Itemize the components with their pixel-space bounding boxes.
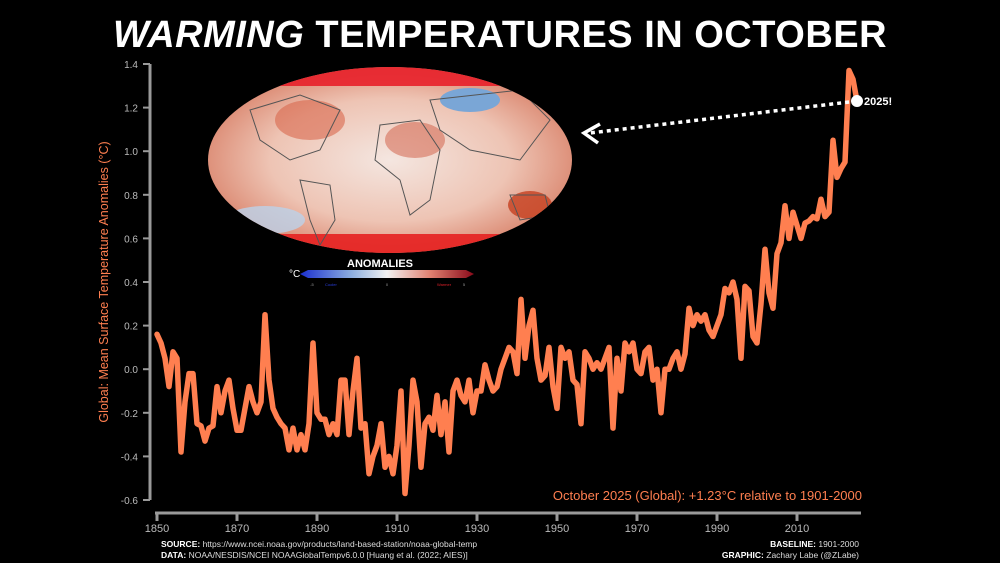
y-tick-label: 0.8 <box>124 191 138 202</box>
x-tick-label: 1990 <box>705 523 729 535</box>
chart-title: WARMING TEMPERATURES IN OCTOBER <box>0 14 1000 57</box>
x-tick-label: 1970 <box>625 523 649 535</box>
source-url[interactable]: https://www.ncei.noaa.gov/products/land-… <box>202 539 478 549</box>
colorbar <box>300 270 474 278</box>
continent-outline <box>299 179 336 247</box>
baseline-label: BASELINE: <box>770 539 816 549</box>
y-tick-label: 1.0 <box>124 147 138 158</box>
y-tick-label: 0.0 <box>124 365 138 376</box>
footer-left: SOURCE: https://www.ncei.noaa.gov/produc… <box>161 539 477 561</box>
colorbar-cool-label: Cooler <box>325 282 337 287</box>
highlight-point-2025 <box>851 95 863 108</box>
source-label: SOURCE: <box>161 539 201 549</box>
x-tick-label: 1950 <box>545 523 569 535</box>
warm-region <box>275 100 345 140</box>
y-axis-label: Global: Mean Surface Temperature Anomali… <box>97 141 111 422</box>
arrow-head-icon <box>580 122 601 145</box>
x-tick-label: 1910 <box>385 523 409 535</box>
annotation-text: October 2025 (Global): +1.23°C relative … <box>553 488 862 503</box>
x-tick-label: 2010 <box>785 523 809 535</box>
footer-right: BASELINE: 1901-2000 GRAPHIC: Zachary Lab… <box>722 539 859 561</box>
arrow-line <box>589 99 858 135</box>
continent-outline <box>374 119 441 216</box>
cool-region <box>440 88 500 112</box>
y-tick-label: -0.2 <box>121 409 139 420</box>
y-tick-label: 1.2 <box>124 104 138 115</box>
colorbar-title: ANOMALIES <box>347 258 413 270</box>
y-tick-label: 1.4 <box>124 60 138 71</box>
inset-anomaly-map: ANOMALIES °C -5 Cooler 0 Warmer 5 <box>208 67 572 287</box>
title-emphasis: WARMING <box>112 14 305 56</box>
y-tick-label: -0.4 <box>121 452 139 463</box>
y-tick-label: -0.6 <box>121 496 139 507</box>
colorbar-warm-label: Warmer <box>437 282 452 287</box>
antarctic-warm-region <box>208 234 572 253</box>
highlight-label: 2025! <box>864 96 892 108</box>
warm-region <box>385 122 445 158</box>
title-rest: TEMPERATURES IN OCTOBER <box>315 14 888 56</box>
baseline-value: 1901-2000 <box>818 539 859 549</box>
data-source: NOAA/NESDIS/NCEI NOAAGlobalTempv6.0.0 [H… <box>188 550 468 560</box>
colorbar-unit: °C <box>289 269 300 280</box>
x-tick-label: 1930 <box>465 523 489 535</box>
graphic-label: GRAPHIC: <box>721 550 764 560</box>
colorbar-tick: 0 <box>386 282 389 287</box>
colorbar-tick: -5 <box>310 282 314 287</box>
data-label: DATA: <box>161 550 187 560</box>
x-tick-label: 1850 <box>145 523 169 535</box>
colorbar-tick: 5 <box>463 282 466 287</box>
graphic-credit: Zachary Labe (@ZLabe) <box>766 550 859 560</box>
cool-region <box>225 206 305 234</box>
y-tick-label: 0.6 <box>124 234 138 245</box>
temperature-anomaly-line <box>154 67 860 497</box>
x-tick-label: 1870 <box>225 523 249 535</box>
y-tick-label: 0.4 <box>124 278 138 289</box>
continent-outline <box>249 94 341 161</box>
x-tick-label: 1890 <box>305 523 329 535</box>
y-tick-label: 0.2 <box>124 322 138 333</box>
arctic-warm-region <box>208 67 572 86</box>
